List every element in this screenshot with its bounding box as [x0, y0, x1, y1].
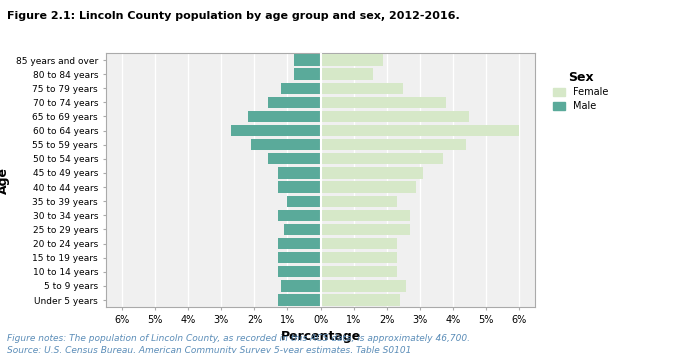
- Bar: [321, 280, 406, 292]
- Bar: [284, 224, 321, 235]
- Bar: [321, 210, 410, 221]
- Bar: [267, 153, 321, 164]
- Bar: [278, 266, 321, 277]
- Text: Source: U.S. Census Bureau, American Community Survey 5-year estimates, Table S0: Source: U.S. Census Bureau, American Com…: [7, 346, 411, 353]
- Bar: [321, 181, 417, 193]
- Bar: [321, 266, 396, 277]
- Bar: [278, 294, 321, 306]
- Bar: [321, 111, 469, 122]
- Bar: [294, 54, 321, 66]
- Bar: [321, 238, 396, 249]
- Text: Figure notes: The population of Lincoln County, as recorded in this ACS data, is: Figure notes: The population of Lincoln …: [7, 334, 470, 342]
- Bar: [294, 68, 321, 80]
- Bar: [321, 153, 443, 164]
- Bar: [278, 238, 321, 249]
- Bar: [248, 111, 321, 122]
- Bar: [231, 125, 321, 136]
- Bar: [278, 252, 321, 263]
- Legend: Female, Male: Female, Male: [553, 71, 608, 111]
- Bar: [321, 139, 466, 150]
- Bar: [267, 97, 321, 108]
- Bar: [321, 68, 374, 80]
- Bar: [321, 83, 403, 94]
- Bar: [321, 294, 400, 306]
- Bar: [321, 224, 410, 235]
- Bar: [321, 196, 396, 207]
- Bar: [278, 210, 321, 221]
- Text: Figure 2.1: Lincoln County population by age group and sex, 2012-2016.: Figure 2.1: Lincoln County population by…: [7, 11, 460, 20]
- Bar: [321, 167, 423, 179]
- Bar: [278, 167, 321, 179]
- Bar: [281, 280, 321, 292]
- X-axis label: Percentage: Percentage: [280, 330, 361, 343]
- Bar: [278, 181, 321, 193]
- Bar: [321, 125, 519, 136]
- Bar: [321, 252, 396, 263]
- Bar: [321, 97, 446, 108]
- Bar: [281, 83, 321, 94]
- Bar: [321, 54, 383, 66]
- Bar: [288, 196, 321, 207]
- Y-axis label: Age: Age: [0, 167, 10, 193]
- Bar: [251, 139, 321, 150]
